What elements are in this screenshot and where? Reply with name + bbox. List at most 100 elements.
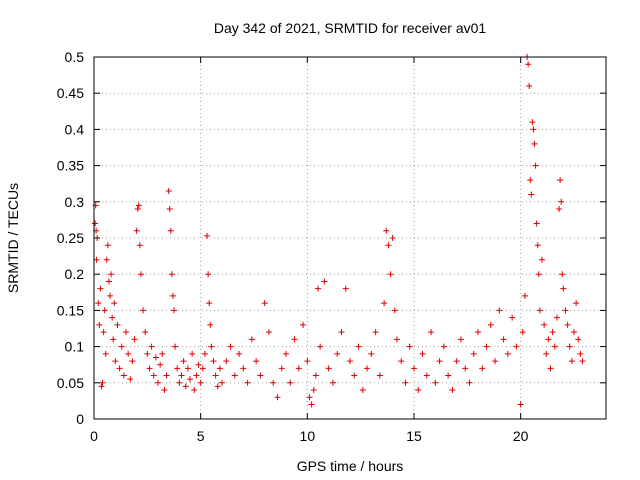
data-point — [99, 379, 106, 386]
data-point — [556, 206, 563, 213]
data-point — [257, 372, 264, 379]
data-point — [137, 271, 144, 278]
data-point — [359, 387, 366, 394]
data-point — [216, 365, 223, 372]
data-point — [199, 365, 206, 372]
data-point — [453, 358, 460, 365]
data-point — [376, 372, 383, 379]
data-point — [168, 271, 175, 278]
data-point — [315, 285, 321, 292]
data-point — [372, 329, 379, 336]
data-point — [201, 350, 208, 357]
y-tick-label: 0.2 — [65, 266, 85, 282]
data-point — [513, 343, 520, 350]
data-point — [159, 350, 166, 357]
data-point — [577, 350, 584, 357]
data-point — [517, 401, 524, 408]
data-point — [148, 343, 155, 350]
data-point — [411, 365, 417, 372]
data-point — [191, 387, 198, 394]
data-point — [306, 394, 313, 401]
data-point — [539, 256, 545, 263]
data-point — [207, 321, 214, 328]
data-point — [108, 271, 115, 278]
data-point — [169, 292, 176, 299]
data-point — [364, 365, 371, 372]
data-point — [432, 379, 439, 386]
data-point — [96, 321, 103, 328]
data-point — [101, 307, 108, 314]
data-point — [568, 358, 575, 365]
data-point — [312, 372, 319, 379]
data-point — [368, 350, 375, 357]
data-point — [557, 177, 564, 184]
y-tick-label: 0.45 — [57, 85, 84, 101]
x-tick-label: 0 — [90, 428, 98, 444]
data-point — [541, 321, 548, 328]
data-point — [270, 379, 277, 386]
data-point — [566, 343, 573, 350]
data-point — [129, 358, 136, 365]
data-point — [253, 358, 260, 365]
data-point — [214, 383, 221, 390]
data-point — [219, 379, 225, 386]
y-tick-label: 0.3 — [65, 194, 85, 210]
data-point — [116, 365, 123, 372]
data-point — [466, 379, 473, 386]
data-point — [204, 232, 211, 239]
data-point — [193, 372, 200, 379]
y-tick-labels: 0 0.05 0.1 0.15 0.2 0.25 0.3 0.35 0.4 0.45 0.5 — [57, 49, 84, 427]
data-point — [535, 271, 542, 278]
data-point — [521, 292, 528, 299]
data-point — [415, 387, 422, 394]
data-point — [295, 365, 302, 372]
data-point — [244, 379, 251, 386]
data-point — [161, 387, 168, 394]
data-point — [166, 206, 173, 213]
data-point — [381, 300, 388, 307]
data-point — [236, 350, 243, 357]
data-point — [212, 372, 219, 379]
data-point — [562, 307, 569, 314]
data-point — [248, 336, 255, 343]
data-point — [206, 300, 213, 307]
data-point — [118, 343, 125, 350]
data-point — [436, 358, 443, 365]
data-point — [387, 271, 394, 278]
data-point — [176, 379, 183, 386]
data-point — [150, 372, 157, 379]
data-point — [100, 329, 107, 336]
data-point — [445, 372, 452, 379]
data-point — [483, 343, 490, 350]
data-point — [338, 329, 345, 336]
data-point — [355, 343, 362, 350]
data-point — [487, 321, 494, 328]
data-point — [140, 307, 147, 314]
data-point — [146, 365, 153, 372]
data-point — [527, 177, 534, 184]
data-point — [509, 314, 516, 321]
data-point — [504, 350, 511, 357]
data-point — [274, 394, 281, 401]
data-point — [559, 271, 566, 278]
data-point — [440, 343, 447, 350]
data-point — [111, 300, 118, 307]
data-point — [496, 307, 503, 314]
y-tick-label: 0.25 — [57, 230, 84, 246]
data-point — [136, 242, 143, 249]
chart-title: Day 342 of 2021, SRMTID for receiver av0… — [214, 20, 487, 36]
data-point — [142, 329, 149, 336]
y-tick-label: 0 — [76, 411, 84, 427]
x-tick-label: 10 — [300, 428, 316, 444]
data-point — [189, 350, 196, 357]
data-point — [205, 271, 212, 278]
data-point — [95, 300, 102, 307]
data-series-av01 — [92, 54, 586, 408]
data-point — [519, 329, 526, 336]
data-point — [105, 278, 112, 285]
data-point — [178, 372, 185, 379]
data-point — [163, 372, 170, 379]
data-point — [144, 350, 151, 357]
data-point — [543, 350, 550, 357]
